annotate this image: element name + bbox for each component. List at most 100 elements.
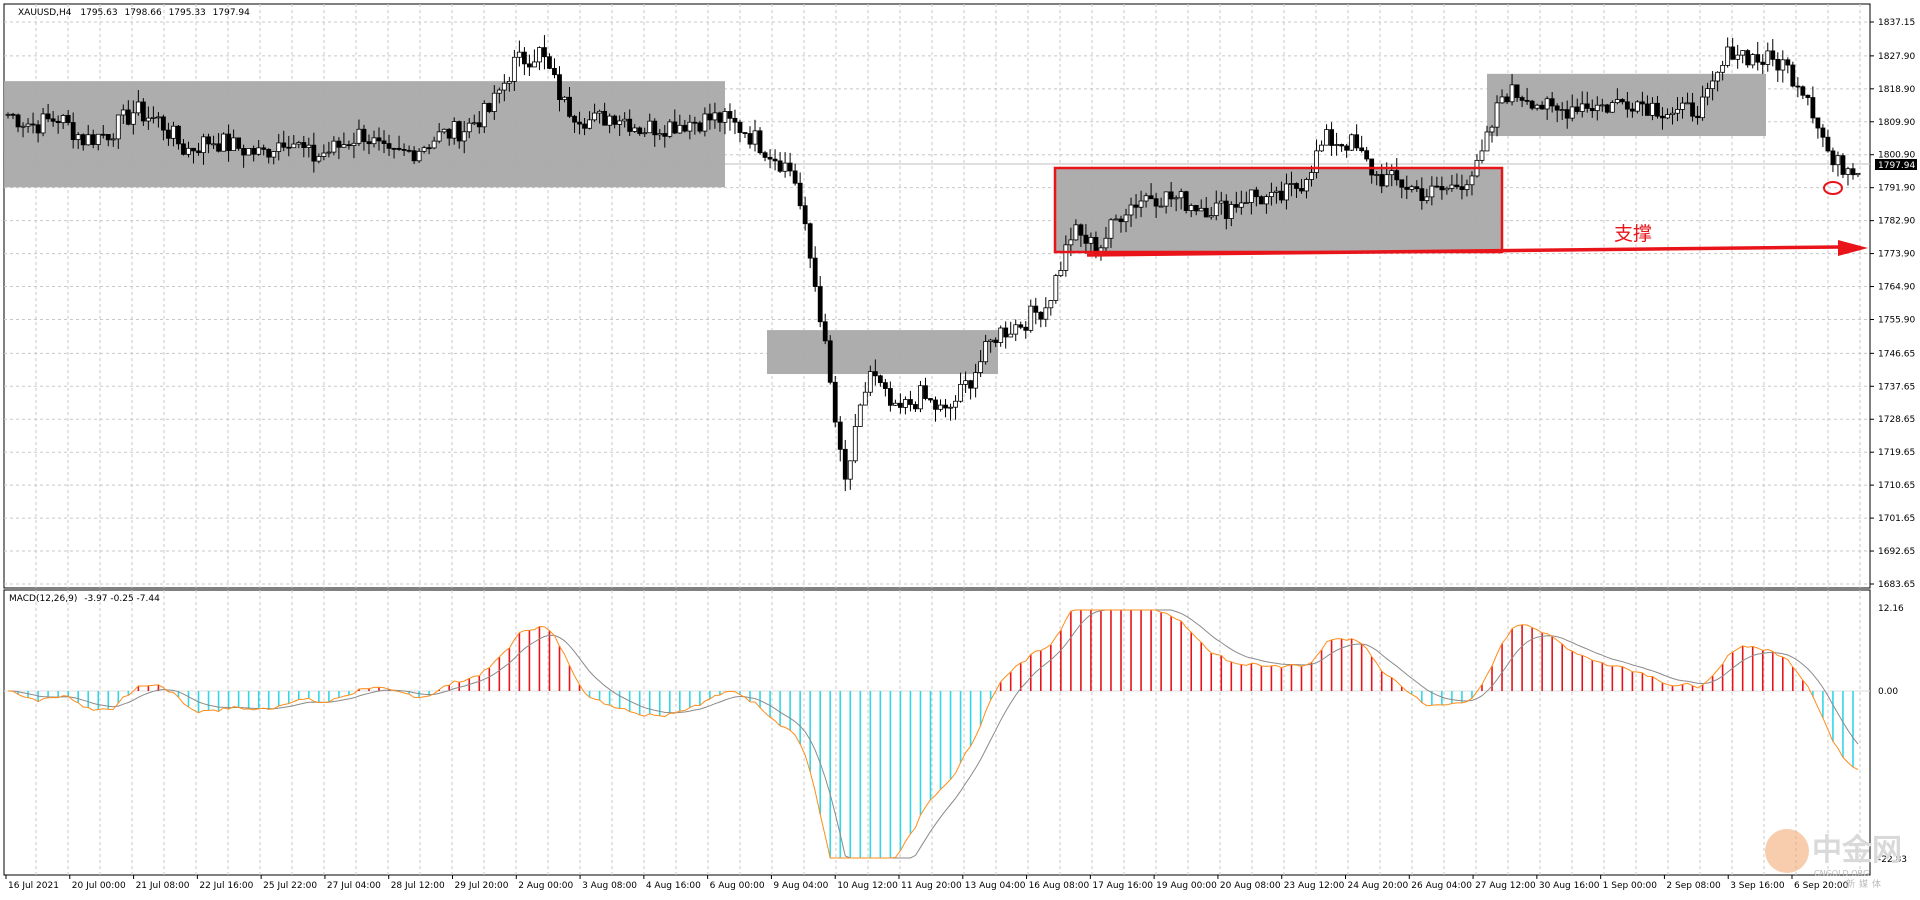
candle[interactable] <box>1785 57 1791 74</box>
candle[interactable] <box>391 147 397 159</box>
candle[interactable] <box>191 147 196 164</box>
candle[interactable] <box>70 112 76 149</box>
candle[interactable] <box>837 416 843 462</box>
candle[interactable] <box>211 135 216 149</box>
candle[interactable] <box>1469 171 1475 196</box>
candle[interactable] <box>1243 191 1249 204</box>
candle[interactable] <box>431 136 437 150</box>
candle[interactable] <box>532 49 537 68</box>
candle[interactable] <box>1163 191 1169 214</box>
candle[interactable] <box>1183 190 1189 214</box>
candle[interactable] <box>978 350 984 378</box>
candle[interactable] <box>1414 180 1420 193</box>
candle[interactable] <box>1519 95 1525 108</box>
candle[interactable] <box>5 112 11 119</box>
candle[interactable] <box>772 149 778 171</box>
candle[interactable] <box>1213 190 1219 221</box>
candle[interactable] <box>928 398 933 403</box>
candle[interactable] <box>356 119 362 146</box>
candle[interactable] <box>326 141 332 158</box>
candle[interactable] <box>887 381 893 412</box>
candle[interactable] <box>1584 91 1590 113</box>
candle[interactable] <box>1775 52 1781 83</box>
candle[interactable] <box>1655 95 1660 119</box>
candle[interactable] <box>1409 184 1415 193</box>
candle[interactable] <box>221 132 226 152</box>
candle[interactable] <box>1790 61 1796 88</box>
candle[interactable] <box>176 125 181 150</box>
candle[interactable] <box>1700 85 1705 121</box>
candle[interactable] <box>1364 146 1370 162</box>
candle[interactable] <box>421 145 427 154</box>
candle[interactable] <box>1294 182 1299 198</box>
candle[interactable] <box>1168 182 1174 208</box>
candle[interactable] <box>527 54 532 77</box>
candle[interactable] <box>1484 125 1490 152</box>
candle[interactable] <box>1013 319 1019 342</box>
candle[interactable] <box>747 126 753 149</box>
candle[interactable] <box>1138 190 1144 218</box>
candle[interactable] <box>622 112 628 128</box>
candle[interactable] <box>1619 98 1625 105</box>
candle[interactable] <box>672 109 678 135</box>
candle[interactable] <box>40 107 46 137</box>
candle[interactable] <box>1665 108 1670 120</box>
candle[interactable] <box>1344 143 1350 158</box>
candle[interactable] <box>371 130 377 148</box>
candle[interactable] <box>822 313 828 345</box>
candle[interactable] <box>261 144 267 156</box>
candle[interactable] <box>65 110 71 126</box>
candle[interactable] <box>1113 214 1119 221</box>
candle[interactable] <box>1299 178 1304 194</box>
candle[interactable] <box>20 122 26 138</box>
candle[interactable] <box>1855 172 1861 178</box>
candle[interactable] <box>15 113 21 133</box>
candle[interactable] <box>1003 321 1009 349</box>
candle[interactable] <box>1419 177 1425 210</box>
candle[interactable] <box>1444 186 1450 195</box>
candle[interactable] <box>652 118 658 147</box>
candle[interactable] <box>246 148 252 156</box>
candle[interactable] <box>135 90 141 116</box>
candle[interactable] <box>256 140 262 156</box>
candle[interactable] <box>60 114 66 129</box>
candle[interactable] <box>1609 100 1615 113</box>
candle[interactable] <box>206 133 211 154</box>
candle[interactable] <box>1078 223 1084 248</box>
candle[interactable] <box>1499 89 1505 104</box>
candle[interactable] <box>1660 107 1665 130</box>
candle[interactable] <box>1178 188 1184 210</box>
candle[interactable] <box>732 109 738 135</box>
candle[interactable] <box>582 118 587 136</box>
candle[interactable] <box>406 145 412 153</box>
candle[interactable] <box>607 113 613 134</box>
candle[interactable] <box>1815 117 1821 139</box>
candle[interactable] <box>426 144 432 155</box>
candle[interactable] <box>411 146 417 165</box>
candle[interactable] <box>1269 182 1274 206</box>
candle[interactable] <box>882 378 888 397</box>
candle[interactable] <box>1730 37 1736 60</box>
candle[interactable] <box>476 111 482 134</box>
candle[interactable] <box>351 132 357 159</box>
candle[interactable] <box>286 135 292 157</box>
candle[interactable] <box>1153 192 1159 219</box>
candle[interactable] <box>396 135 402 151</box>
candle[interactable] <box>156 111 161 128</box>
candle[interactable] <box>1579 91 1585 118</box>
candle[interactable] <box>441 128 447 134</box>
candle[interactable] <box>948 403 953 421</box>
candle[interactable] <box>150 106 156 124</box>
candle[interactable] <box>181 138 186 156</box>
candle[interactable] <box>481 100 487 134</box>
candle[interactable] <box>1359 135 1365 153</box>
candle[interactable] <box>306 137 312 158</box>
candle[interactable] <box>1479 139 1485 164</box>
candle[interactable] <box>361 124 367 151</box>
candle[interactable] <box>1374 171 1380 186</box>
candle[interactable] <box>1710 71 1716 101</box>
candle[interactable] <box>787 152 793 177</box>
candle[interactable] <box>1018 321 1024 330</box>
candle[interactable] <box>832 376 838 428</box>
candle[interactable] <box>867 365 873 396</box>
